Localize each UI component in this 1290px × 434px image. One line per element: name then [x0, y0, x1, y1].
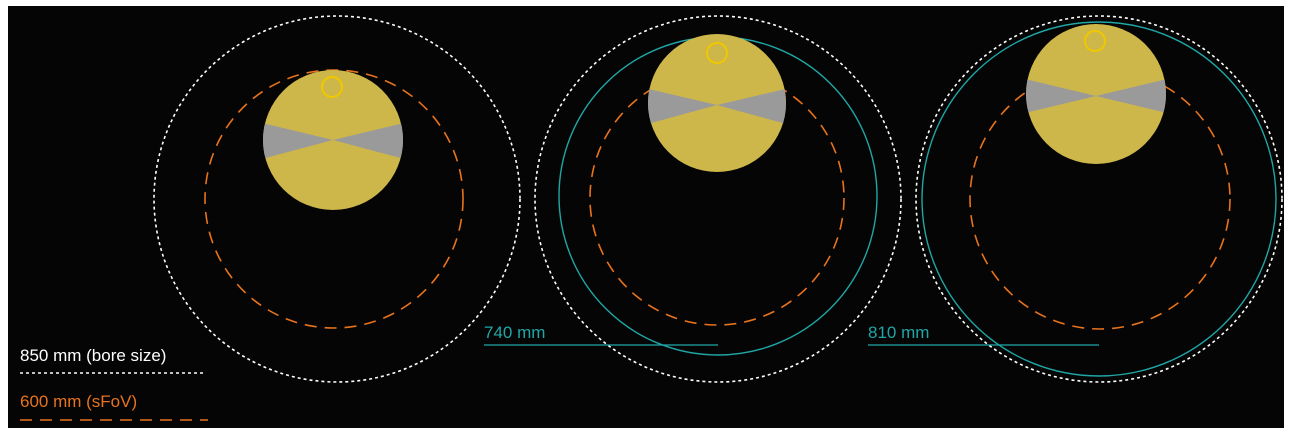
phantom	[648, 34, 786, 172]
phantom-disc	[648, 34, 786, 172]
inner-bore-circle	[921, 21, 1277, 377]
phantom-wedge	[1096, 78, 1166, 114]
phantom-wedge	[648, 88, 717, 125]
legend-bore-label: 850 mm (bore size)	[20, 346, 167, 365]
legend-sfov-label: 600 mm (sFoV)	[20, 392, 138, 411]
sfov-circle	[204, 69, 464, 329]
phantom	[263, 70, 403, 210]
panel-3	[868, 15, 1283, 383]
dimension-label-740: 740 mm	[484, 323, 546, 342]
bore-circle	[153, 15, 521, 383]
phantom-disc	[1026, 24, 1166, 164]
bore-comparison-diagram	[20, 15, 1283, 421]
panel-1	[153, 15, 521, 383]
phantom	[1026, 24, 1166, 164]
phantom-wedge	[717, 88, 786, 125]
phantom-wedge	[1026, 78, 1096, 114]
diagram-canvas: 850 mm (bore size) 600 mm (sFoV) 740 mm …	[8, 6, 1284, 428]
dimension-label-810: 810 mm	[868, 323, 930, 342]
marker-ring	[321, 76, 343, 98]
bore-circle	[534, 15, 902, 383]
bore-circle	[915, 15, 1283, 383]
phantom-wedge	[333, 122, 403, 160]
sfov-circle	[969, 68, 1231, 330]
sfov-circle	[589, 70, 845, 326]
panel-2	[484, 15, 902, 383]
marker-ring	[1084, 30, 1106, 52]
marker-ring	[706, 42, 728, 64]
phantom-wedge	[263, 122, 333, 160]
